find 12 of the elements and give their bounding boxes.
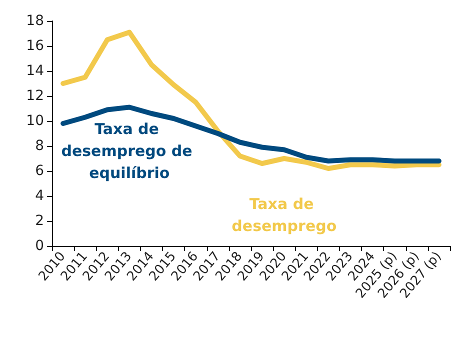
y-tick-label: 12	[26, 88, 44, 104]
series-label: Taxa de desemprego de equilíbrio	[61, 120, 198, 182]
y-tick-label: 8	[35, 138, 44, 154]
y-tick-label: 6	[35, 163, 44, 179]
y-tick-label: 16	[26, 38, 44, 54]
y-tick-label: 10	[26, 113, 44, 129]
y-tick-label: 4	[35, 188, 44, 204]
y-tick-label: 2	[35, 213, 44, 229]
y-tick-label: 18	[26, 13, 44, 29]
y-tick-label: 14	[26, 63, 44, 79]
series-label: Taxa de desemprego	[232, 194, 337, 235]
y-tick-label: 0	[35, 238, 44, 254]
